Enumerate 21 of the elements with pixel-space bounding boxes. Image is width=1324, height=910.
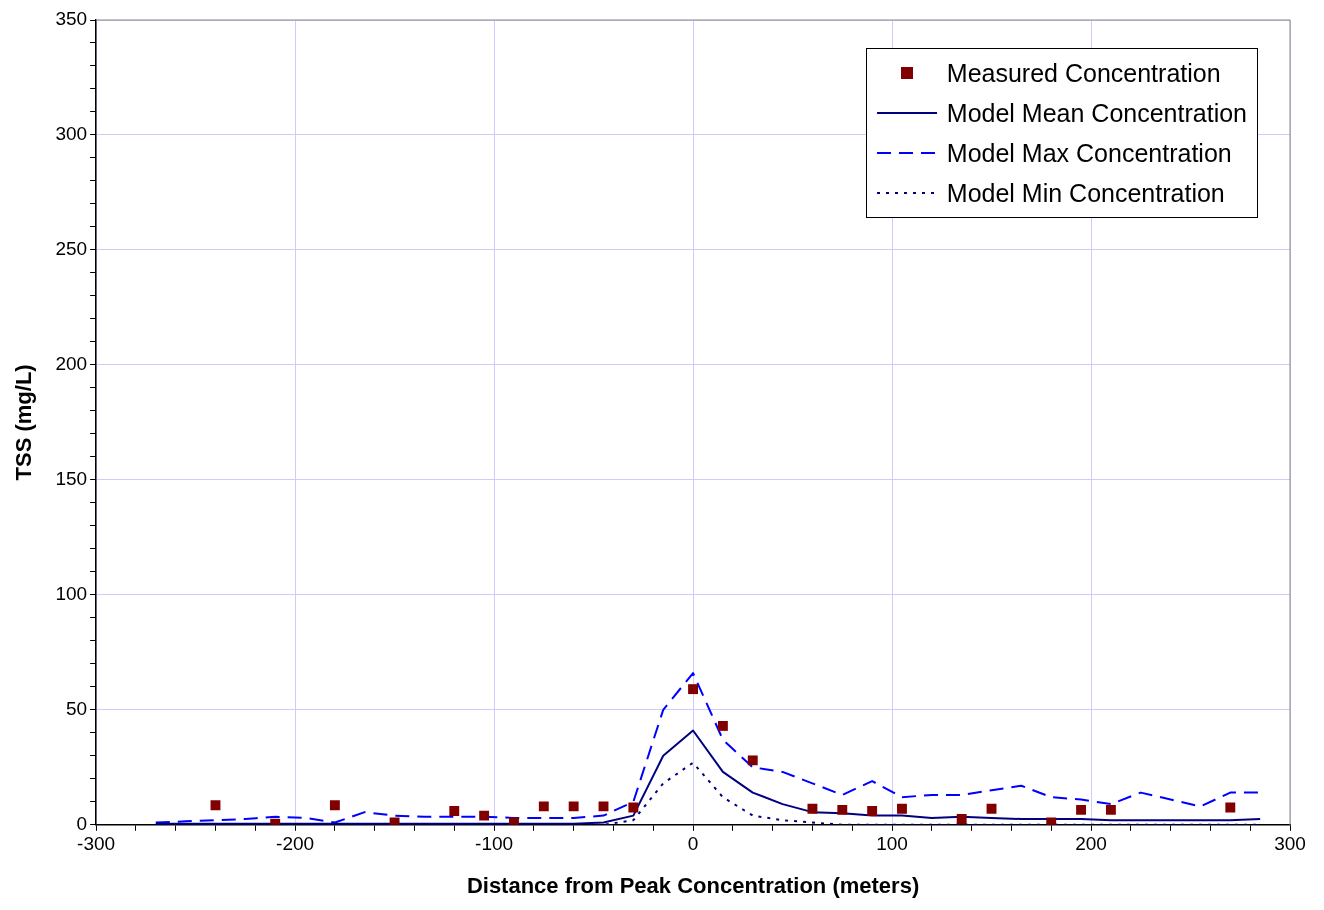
legend-label: Model Mean Concentration [946, 98, 1247, 128]
y-tick-label: 150 [55, 468, 88, 490]
y-tick-label: 0 [76, 813, 88, 835]
y-tick-label: 100 [55, 583, 88, 605]
y-tick-label: 350 [55, 8, 88, 30]
x-tick-label: -300 [77, 833, 116, 855]
x-tick-label: -100 [475, 833, 514, 855]
y-tick-label: 50 [65, 698, 88, 720]
legend-label: Model Max Concentration [946, 138, 1232, 168]
x-tick-label: 300 [1274, 833, 1306, 855]
x-tick-label: -200 [276, 833, 315, 855]
x-axis-title: Distance from Peak Concentration (meters) [466, 872, 920, 898]
y-axis-title: TSS (mg/L) [11, 364, 37, 481]
x-tick-label: 100 [876, 833, 908, 855]
y-tick-label: 300 [55, 123, 88, 145]
legend-label: Model Min Concentration [946, 178, 1225, 208]
x-tick-label: 200 [1075, 833, 1107, 855]
x-tick-label: 0 [687, 833, 699, 855]
y-tick-label: 200 [55, 353, 88, 375]
y-tick-label: 250 [55, 238, 88, 260]
legend-label: Measured Concentration [946, 58, 1221, 88]
